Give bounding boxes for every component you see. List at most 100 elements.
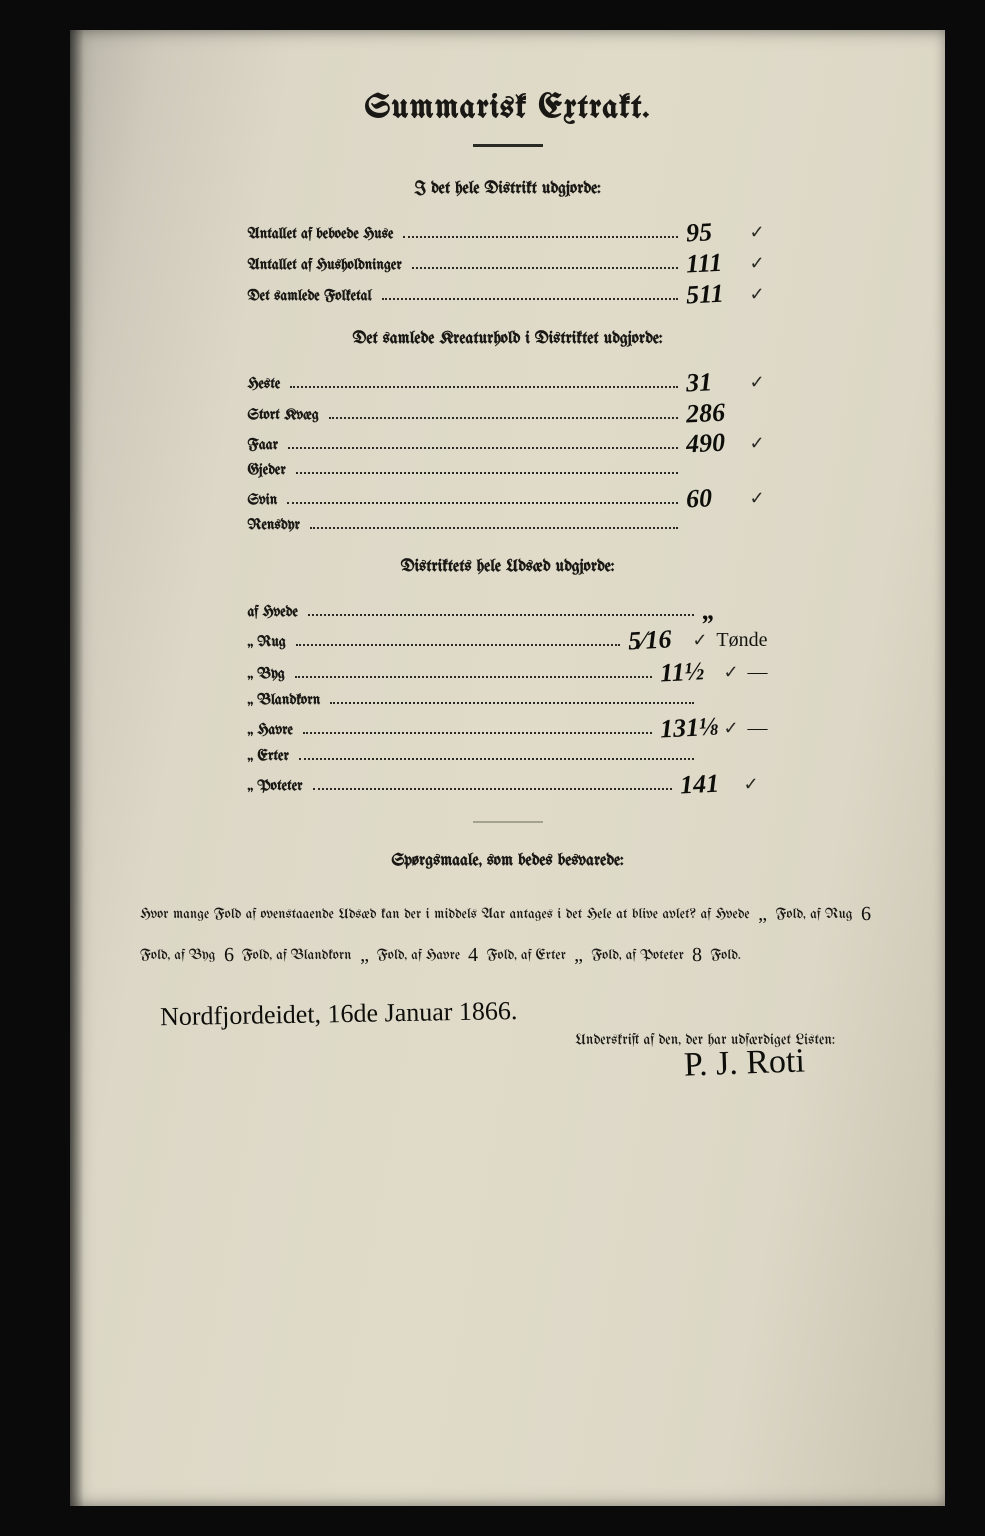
label: Faar: [248, 437, 279, 453]
fill-erter: „: [570, 935, 588, 976]
checkmark-icon: ✓: [750, 222, 768, 243]
divider: [473, 821, 543, 823]
leader-dots: [330, 695, 693, 704]
fill-rug: 6: [857, 894, 876, 935]
value: 11½: [659, 660, 720, 684]
value: 131⅛: [659, 716, 720, 740]
title-rule: [473, 144, 543, 147]
leader-dots: [329, 410, 678, 419]
fill-poteter: 8: [688, 935, 707, 976]
checkmark-icon: ✓: [692, 630, 710, 651]
leader-dots: [303, 725, 652, 734]
value: 490: [685, 431, 746, 455]
value: 286: [685, 401, 746, 425]
question-paragraph: Hvor mange Fold af ovenstaaende Udsæd ka…: [140, 892, 875, 974]
leader-dots: [412, 260, 678, 269]
leader-dots: [299, 751, 694, 760]
leader-dots: [287, 495, 677, 504]
label: Gjeder: [248, 462, 286, 478]
unit: —: [748, 717, 768, 740]
q-text: Fold, af Erter: [487, 948, 571, 963]
row-hvede: af Hvede „: [248, 598, 768, 620]
page-title: Summarisk Extrakt.: [140, 90, 875, 126]
row-population: Det samlede Folketal 511 ✓: [248, 282, 768, 305]
fill-blandkorn: „: [355, 935, 373, 976]
section-head-seed: Distriktets hele Udsæd udgjorde:: [140, 559, 875, 576]
leader-dots: [382, 291, 678, 300]
scan-frame: Summarisk Extrakt. I det hele Distrikt u…: [0, 0, 985, 1536]
row-faar: Faar 490 ✓: [248, 431, 768, 454]
row-rug: „ Rug 5⁄16 ✓ Tønde: [248, 628, 768, 652]
row-heste: Heste 31 ✓: [248, 370, 768, 393]
value: [702, 760, 762, 763]
checkmark-icon: ✓: [750, 372, 768, 393]
section-head-livestock: Det samlede Kreaturhold i Distriktet udg…: [140, 331, 875, 348]
value: 60: [685, 486, 746, 510]
row-byg: „ Byg 11½ ✓ —: [248, 660, 768, 684]
signature: P. J. Roti: [140, 1042, 806, 1103]
q-text: Fold, af Byg: [140, 948, 220, 963]
q-text: Hvor mange Fold af ovenstaaende Udsæd ka…: [140, 907, 754, 922]
label: „ Byg: [248, 666, 285, 682]
livestock-rows: Heste 31 ✓ Stort Kvæg 286 Faar 490 ✓ Gje…: [248, 370, 768, 533]
unit: —: [748, 661, 768, 684]
value: 141: [679, 772, 740, 796]
checkmark-icon: ✓: [750, 433, 768, 454]
label: „ Blandkorn: [248, 692, 321, 708]
value: 511: [685, 282, 746, 306]
checkmark-icon: ✓: [750, 284, 768, 305]
row-households: Antallet af Husholdninger 111 ✓: [248, 251, 768, 274]
q-text: Fold.: [710, 948, 740, 963]
document-page: Summarisk Extrakt. I det hele Distrikt u…: [70, 30, 945, 1506]
q-text: Fold, af Havre: [377, 948, 465, 963]
row-svin: Svin 60 ✓: [248, 486, 768, 509]
checkmark-icon: ✓: [724, 718, 742, 739]
row-havre: „ Havre 131⅛ ✓ —: [248, 716, 768, 740]
value: „: [701, 598, 762, 622]
leader-dots: [296, 637, 621, 646]
value: 95: [685, 220, 746, 244]
row-kvaeg: Stort Kvæg 286: [248, 401, 768, 423]
place-date: Nordfjordeidet, 16de Januar 1866.: [160, 990, 875, 1032]
value: 5⁄16: [628, 628, 689, 652]
checkmark-icon: ✓: [750, 488, 768, 509]
fill-byg: 6: [219, 935, 238, 976]
label: Antallet af Husholdninger: [248, 257, 402, 273]
row-erter: „ Erter: [248, 748, 768, 764]
unit: Tønde: [716, 629, 767, 652]
fill-havre: 4: [464, 935, 483, 976]
label: Rensdyr: [248, 517, 300, 533]
checkmark-icon: ✓: [744, 774, 762, 795]
row-poteter: „ Poteter 141 ✓: [248, 772, 768, 795]
seed-rows: af Hvede „ „ Rug 5⁄16 ✓ Tønde „ Byg 11½ …: [248, 598, 768, 795]
label: af Hvede: [248, 604, 298, 620]
fill-hvede: „: [754, 894, 772, 935]
leader-dots: [290, 379, 677, 388]
leader-dots: [295, 669, 652, 678]
q-text: Fold, af Blandkorn: [242, 948, 356, 963]
label: Stort Kvæg: [248, 407, 319, 423]
value: 31: [685, 370, 746, 394]
label: Antallet af beboede Huse: [248, 226, 394, 242]
row-houses: Antallet af beboede Huse 95 ✓: [248, 220, 768, 243]
value: [686, 529, 746, 532]
leader-dots: [288, 440, 677, 449]
district-rows: Antallet af beboede Huse 95 ✓ Antallet a…: [248, 220, 768, 305]
label: „ Rug: [248, 634, 286, 650]
checkmark-icon: ✓: [724, 662, 742, 683]
label: Svin: [248, 492, 278, 508]
leader-dots: [308, 607, 694, 616]
q-text: Fold, af Poteter: [591, 948, 688, 963]
value: 111: [685, 251, 746, 275]
leader-dots: [296, 465, 678, 474]
value: [686, 474, 746, 477]
checkmark-icon: ✓: [750, 253, 768, 274]
section-head-question: Spørgsmaale, som bedes besvarede:: [140, 853, 875, 870]
row-blandkorn: „ Blandkorn: [248, 692, 768, 708]
section-head-district: I det hele Distrikt udgjorde:: [140, 181, 875, 198]
label: „ Erter: [248, 748, 289, 764]
label: „ Havre: [248, 722, 293, 738]
label: „ Poteter: [248, 778, 303, 794]
leader-dots: [403, 229, 677, 238]
q-text: Fold, af Rug: [776, 907, 857, 922]
